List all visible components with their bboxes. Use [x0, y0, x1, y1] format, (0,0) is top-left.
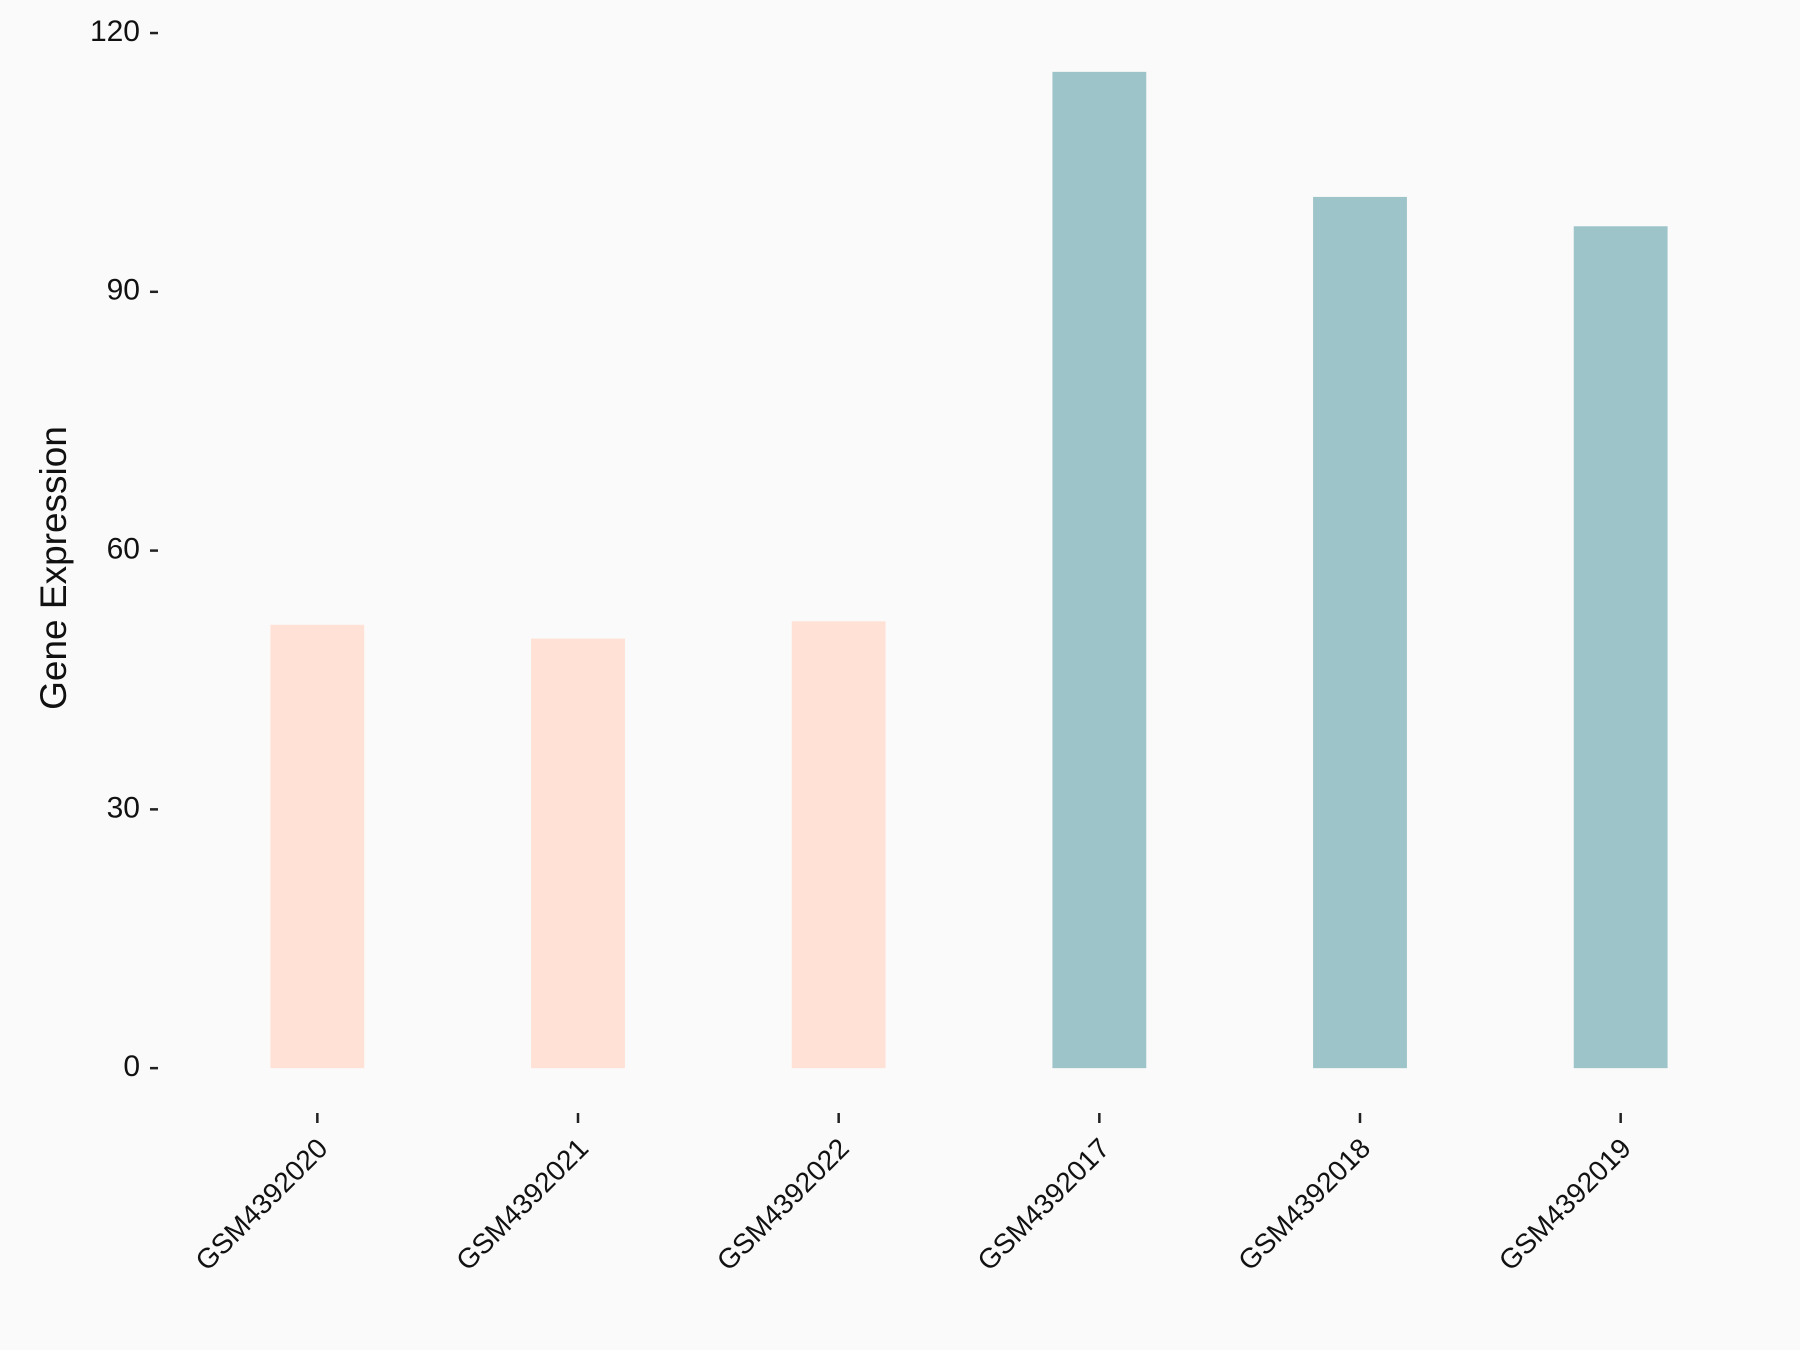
bar — [531, 638, 625, 1069]
y-tick-label: 30 — [107, 791, 140, 824]
y-tick-label: 60 — [107, 533, 140, 566]
bar — [270, 624, 365, 1069]
bar — [1052, 71, 1147, 1069]
y-tick-label: 120 — [90, 15, 140, 48]
bar — [1573, 226, 1668, 1069]
bar — [1313, 196, 1407, 1069]
y-tick-label: 0 — [123, 1050, 140, 1083]
y-axis-label: Gene Expression — [33, 426, 74, 710]
y-tick-label: 90 — [107, 274, 140, 307]
bar — [791, 621, 886, 1069]
